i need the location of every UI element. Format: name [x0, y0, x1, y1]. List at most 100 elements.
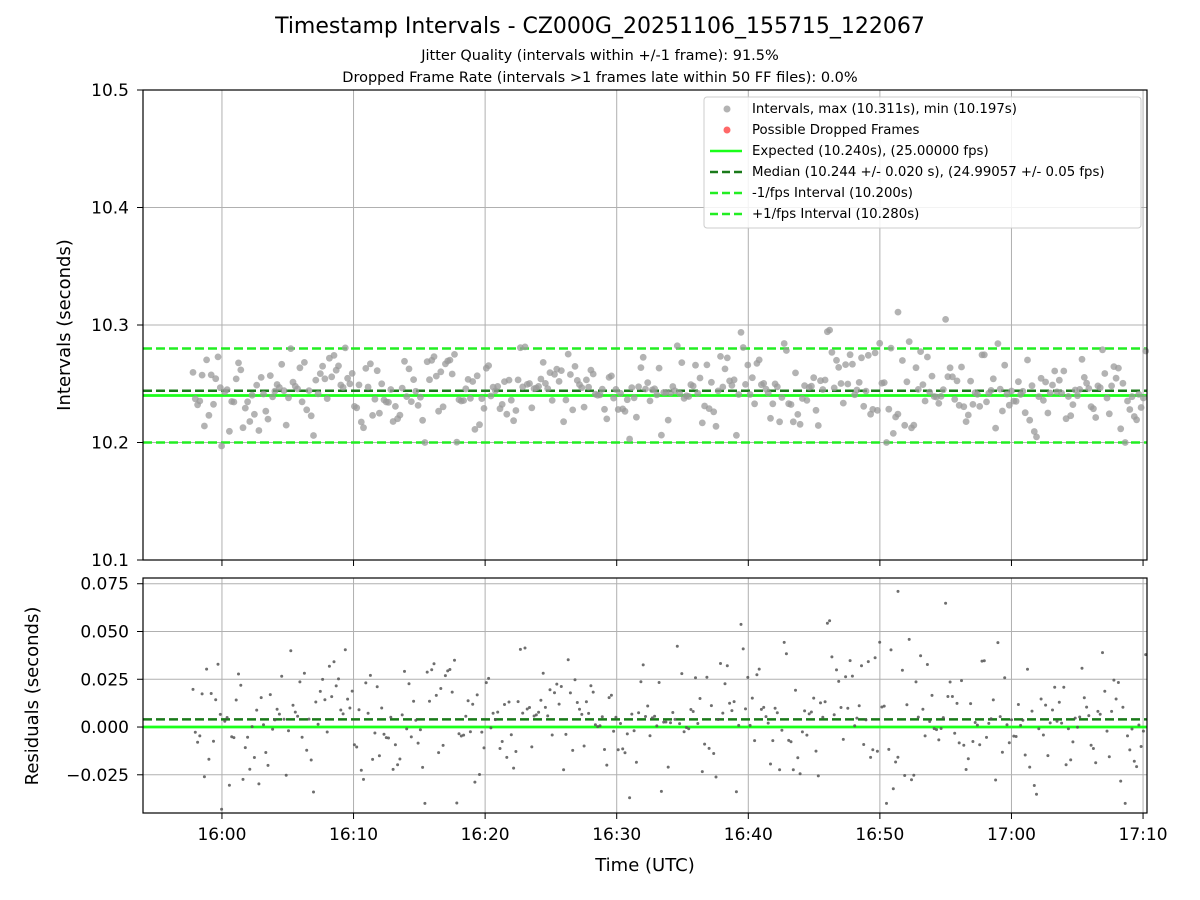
residual-point: [612, 729, 616, 733]
interval-point: [846, 351, 854, 359]
interval-point: [917, 348, 924, 355]
interval-point: [1051, 367, 1059, 375]
residual-point: [1105, 729, 1109, 733]
residual-point: [725, 664, 729, 668]
residual-point: [637, 711, 641, 715]
interval-point: [696, 374, 704, 382]
interval-point: [1001, 361, 1009, 369]
residual-point: [728, 701, 732, 705]
interval-point: [919, 381, 927, 388]
residual-point: [428, 699, 431, 703]
residual-point: [548, 688, 552, 692]
residual-point: [753, 739, 757, 743]
interval-point: [1005, 401, 1013, 409]
residual-point: [880, 705, 884, 709]
interval-point: [983, 398, 990, 406]
interval-point: [583, 376, 590, 384]
residual-point: [655, 724, 659, 728]
residual-point: [1019, 723, 1023, 727]
interval-point: [1128, 393, 1136, 401]
residual-point: [346, 697, 350, 701]
interval-point: [1035, 393, 1043, 400]
residual-point: [471, 702, 475, 706]
residual-point: [1064, 763, 1068, 767]
interval-point: [603, 415, 611, 423]
residual-point: [216, 662, 220, 666]
interval-point: [642, 385, 649, 393]
residual-point: [998, 715, 1002, 719]
interval-point: [367, 360, 374, 368]
interval-point: [339, 384, 347, 391]
residual-point: [332, 660, 336, 664]
residual-point: [723, 682, 727, 686]
residual-point: [912, 773, 916, 777]
interval-point: [419, 416, 426, 424]
residual-point: [525, 707, 529, 711]
interval-point: [635, 383, 642, 391]
interval-point: [312, 376, 320, 384]
interval-point: [203, 356, 211, 364]
residual-point: [1055, 719, 1059, 723]
interval-point: [958, 363, 965, 371]
residual-point: [866, 660, 870, 664]
residual-point: [1030, 709, 1034, 713]
interval-point: [685, 393, 693, 400]
residual-point: [1087, 714, 1091, 718]
residual-point: [234, 698, 238, 702]
residual-point: [1073, 716, 1077, 720]
residual-point: [518, 647, 522, 651]
interval-point: [1112, 374, 1120, 382]
residual-point: [1053, 685, 1057, 689]
residual-point: [220, 807, 224, 811]
residual-point: [509, 733, 513, 737]
residual-point: [239, 683, 243, 687]
interval-point: [637, 364, 645, 371]
interval-point: [1024, 356, 1031, 364]
residual-point: [302, 671, 306, 675]
interval-point: [278, 360, 286, 368]
interval-point: [1121, 439, 1129, 446]
interval-point: [1137, 404, 1145, 411]
interval-point: [542, 380, 549, 387]
interval-point: [737, 329, 745, 336]
residual-point: [823, 700, 827, 704]
residual-point: [489, 726, 493, 730]
residual-point: [273, 718, 277, 722]
residual-point: [250, 725, 254, 729]
residual-point: [377, 754, 381, 758]
residual-point: [491, 711, 495, 715]
residual-point: [905, 703, 909, 707]
residual-point: [919, 654, 923, 658]
interval-point: [858, 354, 865, 362]
residual-point: [407, 682, 411, 686]
chart-subtitle-dropped: Dropped Frame Rate (intervals >1 frames …: [342, 70, 858, 86]
residual-point: [359, 768, 363, 772]
residual-point: [855, 716, 859, 720]
interval-point: [1126, 406, 1134, 413]
interval-point: [569, 406, 577, 414]
residual-point: [910, 778, 913, 782]
interval-point: [951, 395, 959, 403]
interval-point: [853, 386, 861, 394]
residual-point: [646, 704, 650, 708]
legend-box: [703, 96, 1142, 229]
interval-point: [430, 353, 438, 360]
intervals-y-ticks: 10.1 10.2 10.3 10.4 10.5: [91, 81, 143, 571]
interval-point: [1140, 394, 1147, 402]
interval-point: [628, 384, 636, 391]
interval-point: [205, 411, 213, 419]
chart-subtitle-jitter: Jitter Quality (intervals within +/-1 fr…: [421, 48, 779, 64]
chart-title: Timestamp Intervals - CZ000G_20251106_15…: [275, 14, 925, 39]
interval-point: [467, 395, 474, 402]
interval-point: [555, 378, 563, 385]
residual-point: [412, 699, 416, 703]
residual-point: [571, 748, 575, 752]
residual-point: [323, 698, 327, 702]
residual-point: [794, 688, 797, 692]
residual-point: [318, 689, 322, 693]
interval-point: [1033, 433, 1040, 441]
residual-point: [327, 664, 331, 668]
interval-point: [1046, 389, 1054, 397]
interval-point: [357, 418, 365, 426]
